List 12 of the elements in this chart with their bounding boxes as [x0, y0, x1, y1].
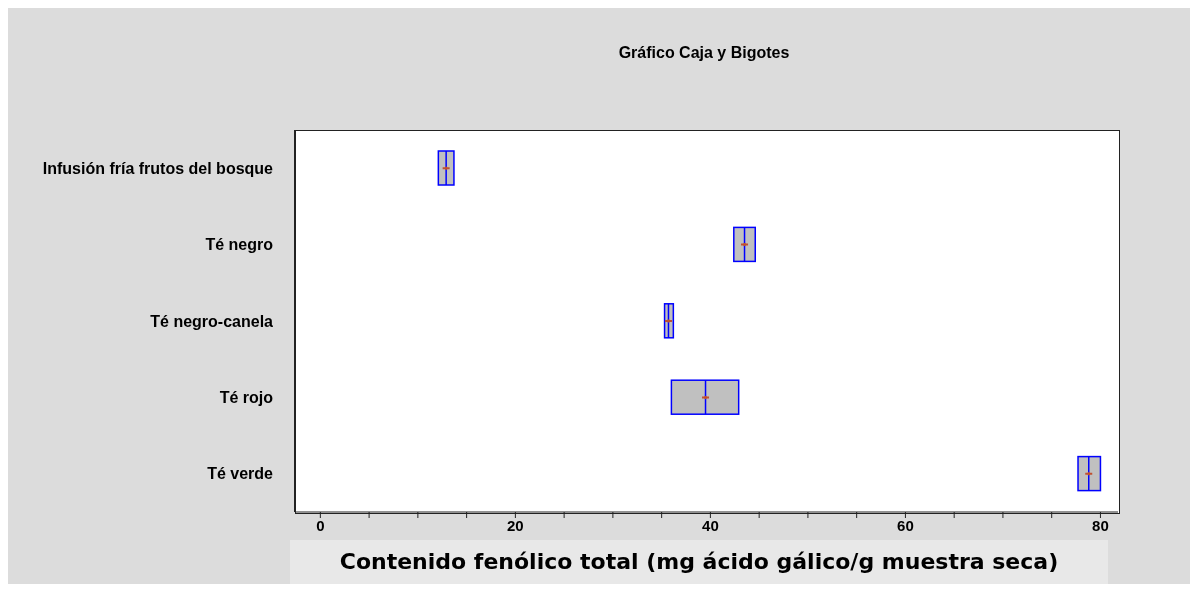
x-tick-label: 20 — [507, 516, 524, 534]
y-tick-label: Té negro — [205, 236, 274, 254]
x-tick-label: 0 — [316, 516, 325, 534]
y-tick-label: Té verde — [207, 465, 274, 483]
y-tick-label: Infusión fría frutos del bosque — [42, 159, 274, 177]
x-axis-title: Contenido fenólico total (mg ácido gálico/g muestra seca) — [290, 540, 1108, 584]
x-tick-label: 40 — [702, 516, 719, 534]
x-tick-label: 60 — [897, 516, 914, 534]
y-tick-label: Té rojo — [219, 389, 274, 407]
y-tick-label: Té negro-canela — [150, 312, 274, 330]
x-tick-label: 80 — [1092, 516, 1109, 534]
chart-title: Gráfico Caja y Bigotes — [617, 44, 791, 62]
